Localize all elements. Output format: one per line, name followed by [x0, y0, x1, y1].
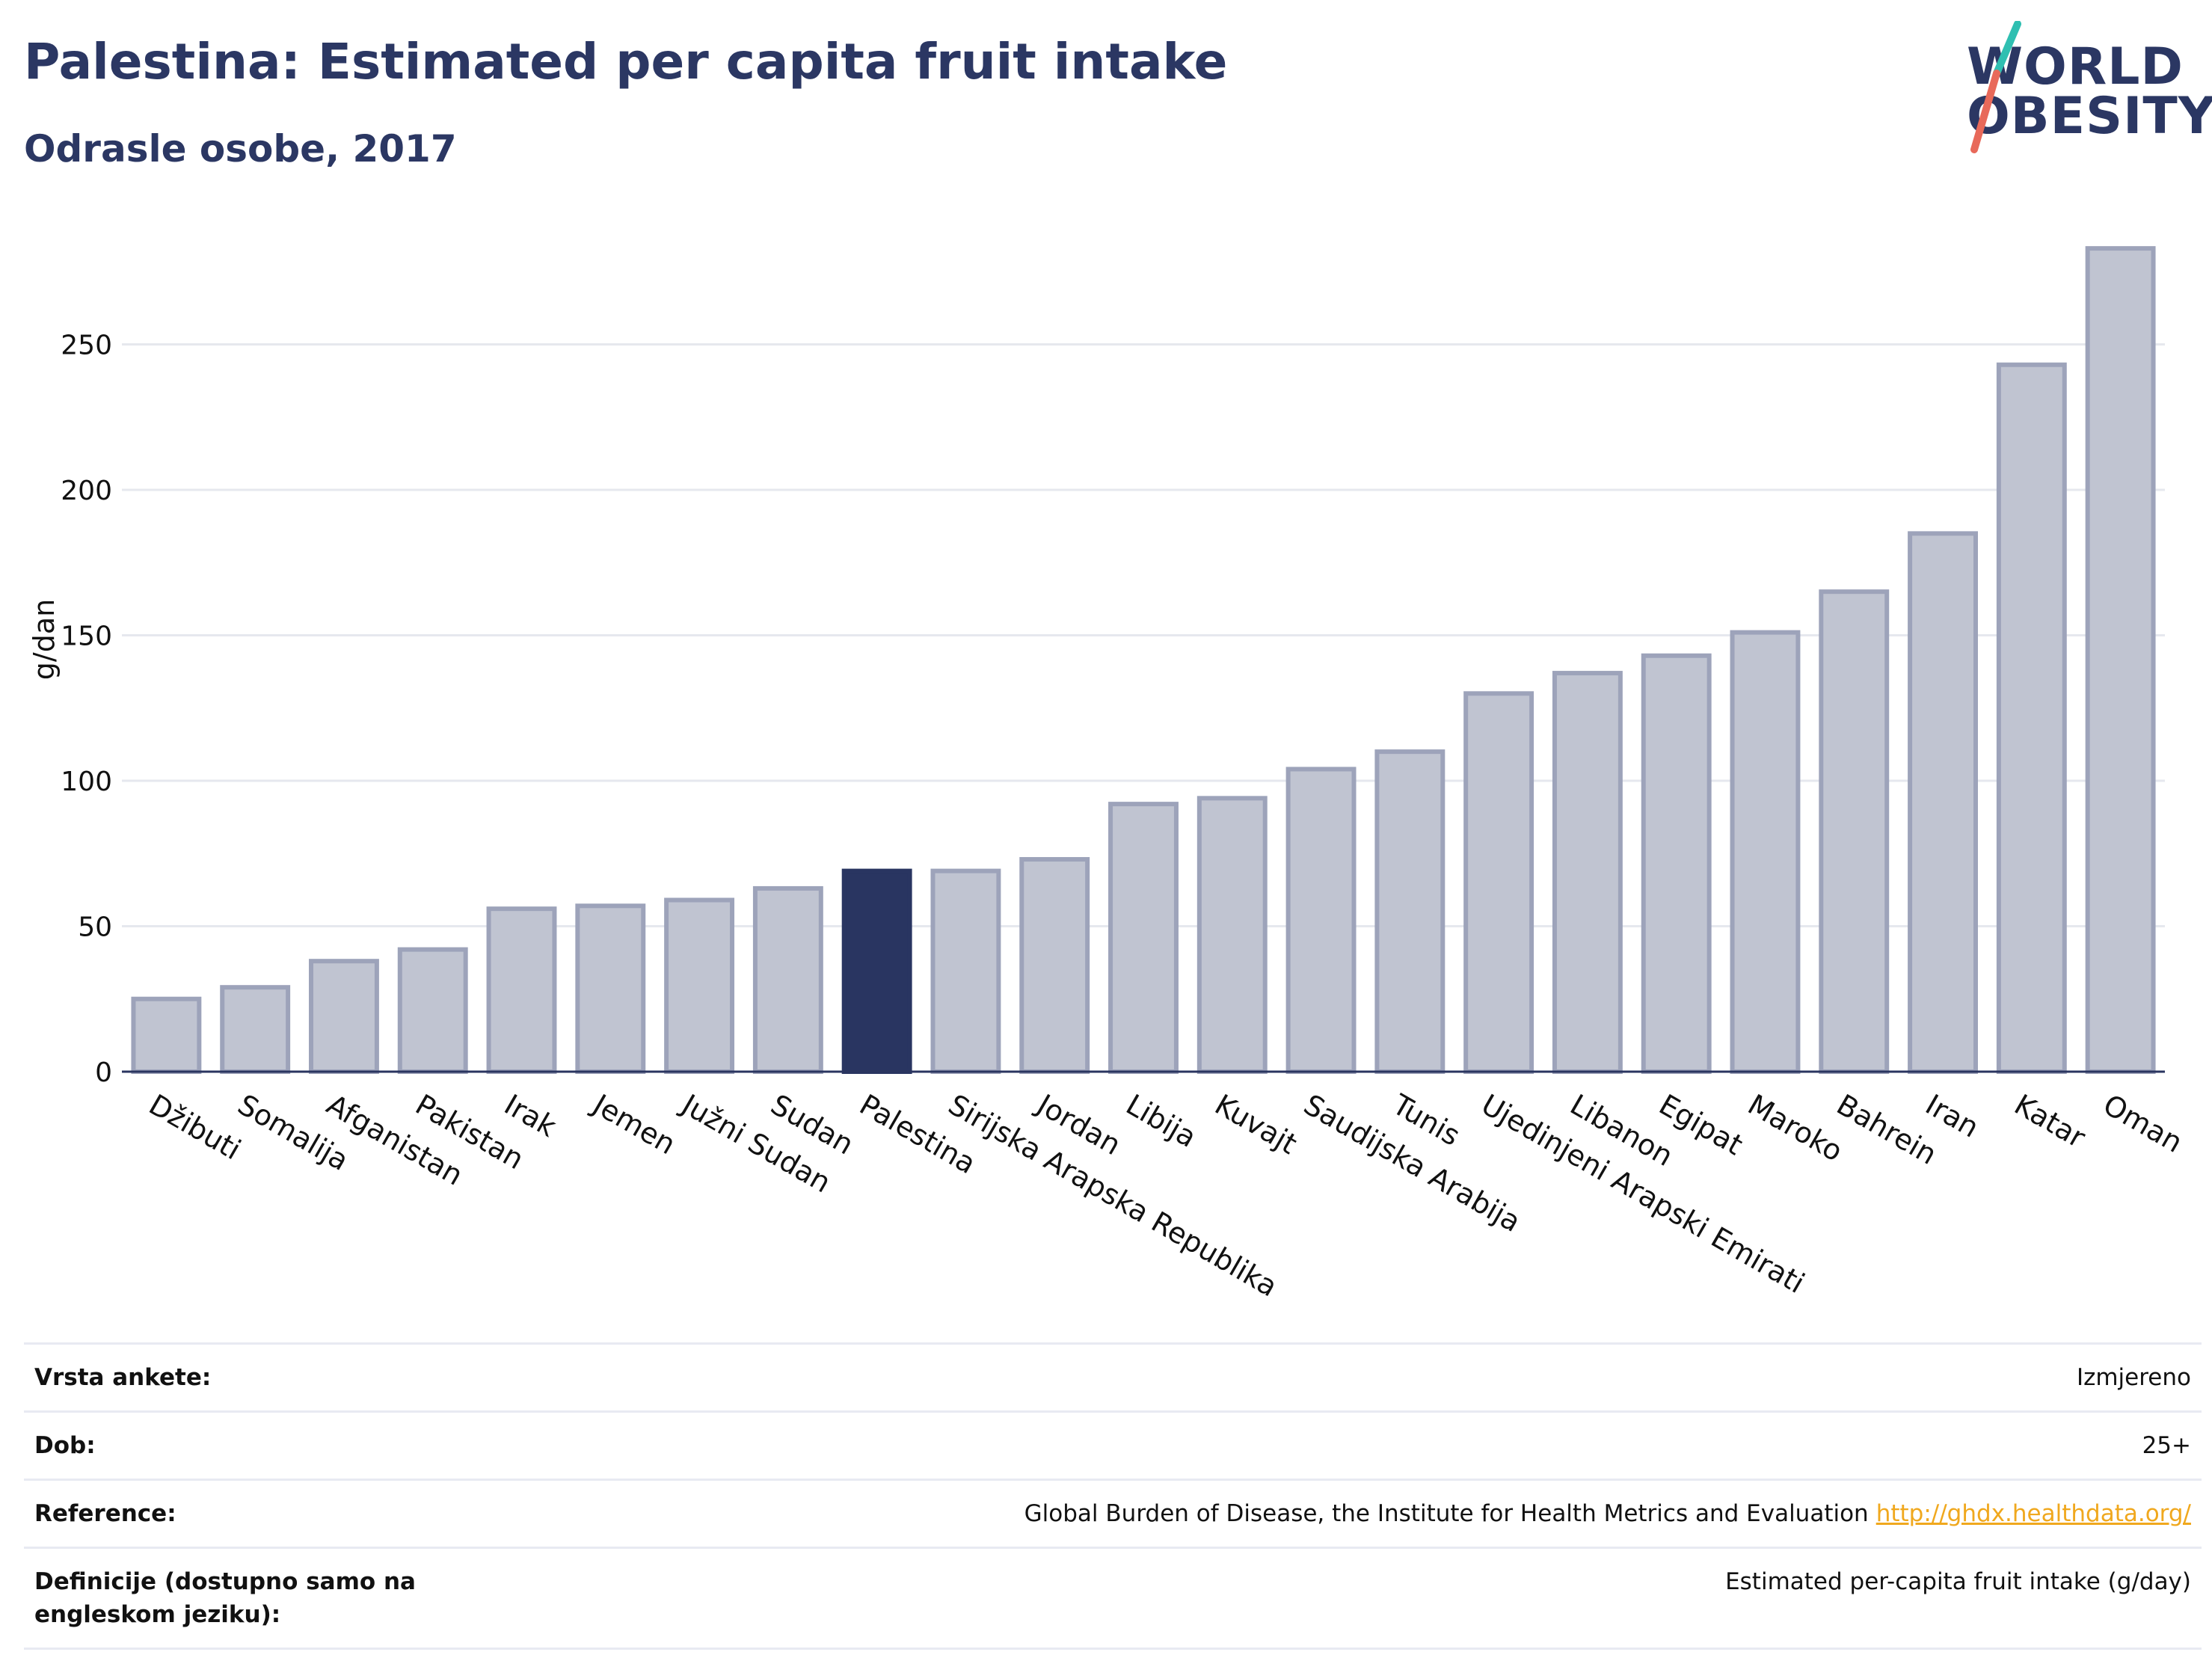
logo-line-2: OBESITY [1967, 87, 2212, 146]
y-tick-label: 50 [78, 912, 112, 943]
info-value-reference: Global Burden of Disease, the Institute … [1024, 1497, 2191, 1530]
y-tick-label: 200 [61, 476, 112, 506]
bar-južni-sudan [664, 897, 735, 1074]
info-label: Definicije (dostupno samo na engleskom j… [34, 1568, 416, 1628]
x-tick-label: Bahrein [1831, 1088, 1943, 1171]
logo-slash-icon [1970, 21, 2021, 153]
bar-džibuti [131, 996, 202, 1074]
bar-oman [2085, 246, 2156, 1074]
bar-tunis [1374, 749, 1446, 1074]
info-row-definitions: Definicije (dostupno samo na engleskom j… [24, 1547, 2202, 1650]
info-row-survey-type: Vrsta ankete: Izmjereno [24, 1342, 2202, 1410]
bar-saudijska-arabija [1285, 767, 1357, 1074]
bar-sudan [752, 885, 823, 1075]
y-tick-label: 0 [95, 1057, 112, 1088]
bar-bahrein [1819, 589, 1890, 1074]
info-value: Estimated per-capita fruit intake (g/day… [1725, 1568, 2191, 1595]
bar-chart: 0 50 100 150 200 250 DžibutiSomalijaAfganista… [28, 246, 2188, 1304]
bar-libija [1108, 802, 1179, 1074]
y-tick-label: 150 [61, 621, 112, 652]
info-row-age: Dob: 25+ [24, 1410, 2202, 1479]
bar-sirijska-arapska-republika [930, 868, 1001, 1074]
y-tick-label: 100 [61, 767, 112, 797]
page-subtitle: Odrasle osobe, 2017 [24, 127, 457, 171]
x-tick-label: Katar [2009, 1088, 2091, 1155]
info-value: Izmjereno [2076, 1364, 2191, 1391]
bar-jemen [575, 903, 646, 1075]
info-label: Dob: [34, 1432, 96, 1459]
x-tick-label: Libija [1121, 1088, 1202, 1154]
page-title: Palestina: Estimated per capita fruit in… [24, 33, 1228, 90]
x-tick-label: Kuvajt [1209, 1088, 1302, 1161]
bar-palestina [841, 868, 912, 1074]
info-row-reference: Reference: Global Burden of Disease, the… [24, 1479, 2202, 1547]
info-label: Vrsta ankete: [34, 1364, 212, 1391]
y-axis-label: g/dan [28, 599, 61, 680]
info-label: Reference: [34, 1500, 176, 1527]
y-tick-label: 250 [61, 331, 112, 361]
bar-ujedinjeni-arapski-emirati [1463, 691, 1534, 1074]
reference-link[interactable]: http://ghdx.healthdata.org/ [1875, 1500, 2191, 1527]
info-table: Vrsta ankete: Izmjereno Dob: 25+ Referen… [24, 1342, 2202, 1650]
x-tick-label: Maroko [1742, 1088, 1849, 1168]
bar-irak [486, 906, 557, 1075]
bar-pakistan [397, 947, 468, 1074]
bar-somalija [220, 985, 291, 1074]
bar-iran [1908, 531, 1978, 1074]
bar-afganistan [309, 959, 379, 1075]
reference-text: Global Burden of Disease, the Institute … [1024, 1500, 1869, 1527]
bar-egipat [1641, 653, 1712, 1074]
bar-jordan [1019, 857, 1090, 1075]
bars [131, 246, 2156, 1075]
bar-libanon [1552, 671, 1623, 1074]
x-tick-label: Džibuti [144, 1088, 247, 1167]
world-obesity-logo: WORLD OBESITY [1944, 21, 2212, 163]
bar-kuvajt [1196, 796, 1268, 1074]
x-tick-label: Oman [2098, 1088, 2188, 1159]
info-value: 25+ [2142, 1432, 2191, 1459]
x-tick-label: Jemen [586, 1087, 681, 1161]
bar-maroko [1730, 630, 1801, 1074]
axes: 0 50 100 150 200 250 [61, 331, 2165, 1088]
bar-katar [1996, 362, 2067, 1075]
